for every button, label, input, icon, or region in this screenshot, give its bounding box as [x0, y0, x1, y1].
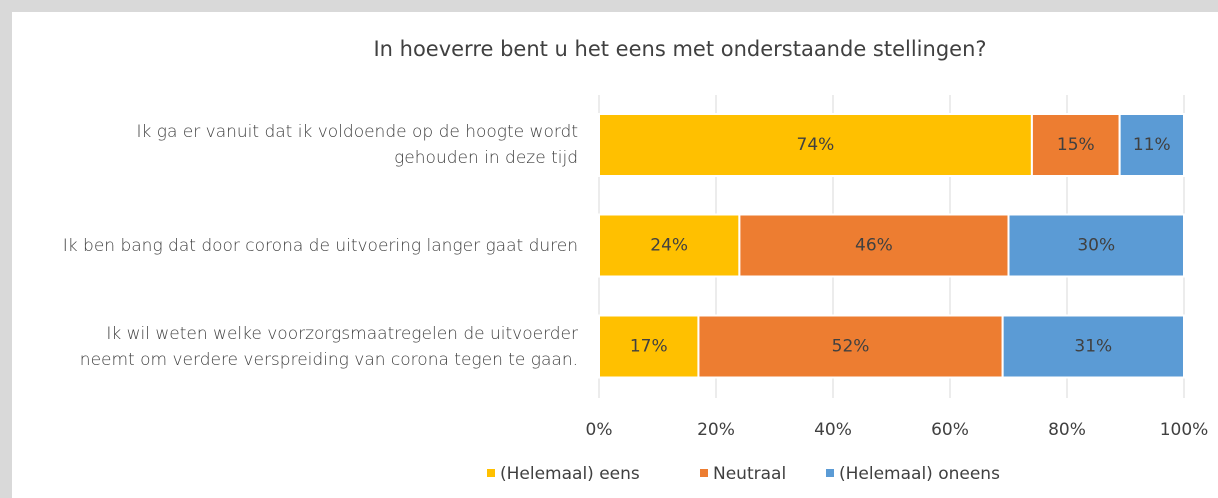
bar-segment: [1030, 113, 1121, 177]
x-tick-label: 100%: [1160, 420, 1209, 440]
bar-segment: [1118, 113, 1186, 177]
bar-segment: [598, 314, 700, 379]
legend-swatch: [487, 469, 495, 477]
bar-segment: [697, 314, 1004, 379]
value-label: 11%: [1133, 135, 1171, 155]
legend-swatch: [700, 469, 708, 477]
chart-title: In hoeverre bent u het eens met ondersta…: [373, 37, 986, 61]
value-label: 24%: [650, 236, 688, 256]
category-label: Ik ben bang dat door corona de uitvoerin…: [62, 235, 578, 256]
value-label: 74%: [797, 135, 835, 155]
legend-label: (Helemaal) oneens: [839, 464, 1000, 484]
legend-label: (Helemaal) eens: [500, 464, 640, 484]
bar-segment: [598, 113, 1033, 177]
value-label: 31%: [1074, 337, 1112, 357]
category-label: Ik wil weten welke voorzorgsmaatregelen …: [79, 323, 578, 370]
category-label: Ik ga er vanuit dat ik voldoende op de h…: [136, 122, 578, 168]
legend-label: Neutraal: [713, 464, 786, 484]
value-label: 30%: [1077, 236, 1115, 256]
x-tick-label: 40%: [814, 420, 852, 440]
value-label: 17%: [630, 337, 668, 357]
value-label: 52%: [832, 337, 870, 357]
bar-segment: [598, 213, 741, 278]
x-tick-label: 60%: [931, 420, 969, 440]
legend-swatch: [826, 469, 834, 477]
bar-segment: [1001, 314, 1186, 379]
value-label: 46%: [855, 236, 893, 256]
x-tick-label: 20%: [697, 420, 735, 440]
x-tick-label: 0%: [586, 420, 613, 440]
x-tick-label: 80%: [1048, 420, 1086, 440]
bar-segment: [1007, 213, 1185, 278]
value-label: 15%: [1057, 135, 1095, 155]
